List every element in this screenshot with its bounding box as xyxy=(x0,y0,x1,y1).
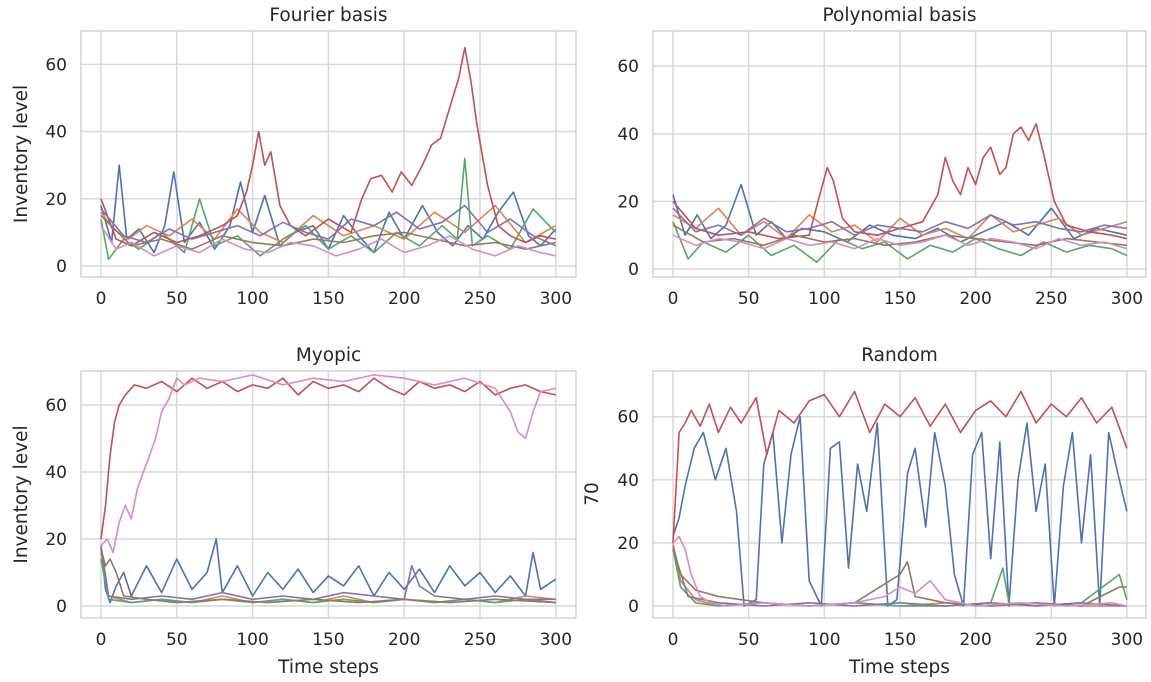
x-tick-label: 300 xyxy=(1111,630,1143,650)
plot-frame xyxy=(80,370,577,619)
y-tick-label: 0 xyxy=(56,597,67,617)
plot-frame xyxy=(80,30,577,278)
y-tick-label: 40 xyxy=(617,471,639,491)
x-tick-label: 150 xyxy=(884,630,916,650)
series-line-2 xyxy=(100,204,557,244)
x-tick-label: 0 xyxy=(668,630,679,650)
plot-frame xyxy=(652,370,1147,619)
panel-title: Random xyxy=(861,345,938,366)
x-axis-label: Time steps xyxy=(277,657,379,678)
series-line-6 xyxy=(672,545,1127,607)
x-tick-label: 100 xyxy=(236,630,268,650)
panel-title: Polynomial basis xyxy=(823,5,977,26)
panel-title: Myopic xyxy=(296,345,361,366)
y-tick-label: 20 xyxy=(45,190,67,210)
series-line-7 xyxy=(672,535,1128,607)
y-axis-label: Inventory level xyxy=(11,425,32,563)
x-tick-label: 100 xyxy=(808,289,840,309)
x-tick-label: 100 xyxy=(808,630,840,650)
x-tick-label: 50 xyxy=(166,289,188,309)
series-line-6 xyxy=(100,548,556,604)
y-axis-label: 70 xyxy=(582,482,603,506)
x-tick-label: 50 xyxy=(738,630,760,650)
y-tick-label: 0 xyxy=(56,257,67,277)
x-tick-label: 300 xyxy=(540,630,572,650)
x-tick-label: 300 xyxy=(540,289,572,309)
x-tick-label: 200 xyxy=(959,289,991,309)
y-tick-label: 60 xyxy=(617,57,639,77)
series-line-5 xyxy=(672,548,1127,607)
series-line-4 xyxy=(100,377,556,540)
y-tick-label: 40 xyxy=(45,463,67,483)
x-tick-label: 50 xyxy=(166,630,188,650)
y-tick-label: 0 xyxy=(628,597,639,617)
x-tick-label: 0 xyxy=(96,630,107,650)
y-tick-label: 0 xyxy=(628,260,639,280)
x-tick-label: 250 xyxy=(1035,289,1067,309)
x-tick-label: 200 xyxy=(959,630,991,650)
series-line-1 xyxy=(100,538,557,604)
y-tick-label: 20 xyxy=(45,530,67,550)
x-tick-label: 300 xyxy=(1111,289,1143,309)
series-line-5 xyxy=(672,207,1128,236)
x-tick-label: 150 xyxy=(312,630,344,650)
y-axis-label: Inventory level xyxy=(11,85,32,223)
x-tick-label: 250 xyxy=(464,630,496,650)
x-tick-label: 200 xyxy=(388,630,420,650)
series-line-4 xyxy=(100,46,556,247)
y-tick-label: 60 xyxy=(45,55,67,75)
series-line-3 xyxy=(672,221,1128,264)
x-tick-label: 250 xyxy=(464,289,496,309)
x-tick-label: 0 xyxy=(668,289,679,309)
x-tick-label: 50 xyxy=(738,289,760,309)
y-tick-label: 20 xyxy=(617,534,639,554)
panel-title: Fourier basis xyxy=(269,5,387,26)
y-tick-label: 60 xyxy=(617,408,639,428)
y-tick-label: 40 xyxy=(617,125,639,145)
series-line-2 xyxy=(672,207,1128,243)
x-tick-label: 150 xyxy=(884,289,916,309)
y-tick-label: 60 xyxy=(45,396,67,416)
plot-frame xyxy=(652,30,1147,278)
series-line-6 xyxy=(100,215,556,250)
series-line-3 xyxy=(100,157,557,261)
x-tick-label: 0 xyxy=(96,289,107,309)
y-tick-label: 20 xyxy=(617,192,639,212)
series-line-7 xyxy=(672,234,1128,250)
x-axis-label: Time steps xyxy=(848,657,950,678)
x-tick-label: 200 xyxy=(388,289,420,309)
series-line-7 xyxy=(100,225,556,257)
x-tick-label: 250 xyxy=(1035,630,1067,650)
x-tick-label: 100 xyxy=(236,289,268,309)
series-line-5 xyxy=(100,545,556,601)
series-line-7 xyxy=(100,374,556,554)
series-line-5 xyxy=(100,204,557,247)
y-tick-label: 40 xyxy=(45,123,67,143)
series-line-4 xyxy=(672,390,1128,543)
series-line-4 xyxy=(672,122,1128,240)
x-tick-label: 150 xyxy=(312,289,344,309)
